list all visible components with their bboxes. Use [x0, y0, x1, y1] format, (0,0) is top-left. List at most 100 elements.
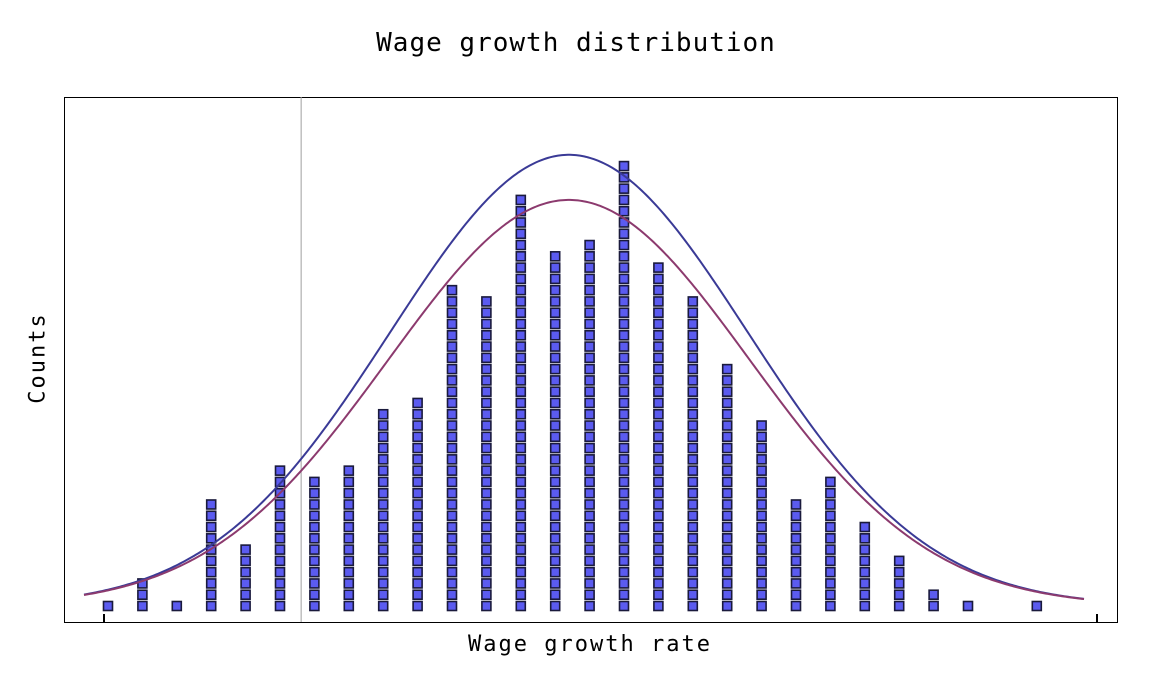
data-marker: [653, 408, 664, 420]
data-marker: [756, 465, 767, 476]
data-marker: [825, 544, 836, 555]
data-marker: [584, 555, 595, 567]
data-marker: [377, 499, 389, 510]
data-marker: [618, 510, 630, 522]
data-marker: [515, 408, 527, 420]
data-marker: [549, 420, 561, 431]
data-marker: [549, 318, 561, 330]
data-marker: [412, 487, 423, 499]
data-marker: [618, 284, 630, 296]
data-marker: [790, 533, 802, 544]
data-marker: [618, 228, 630, 240]
data-marker: [549, 329, 561, 341]
data-marker: [653, 341, 664, 352]
data-marker: [446, 397, 458, 409]
data-marker: [549, 262, 561, 273]
data-marker: [687, 296, 699, 307]
data-marker: [446, 375, 458, 386]
data-marker: [274, 589, 286, 601]
data-marker: [412, 465, 423, 476]
data-marker: [446, 408, 458, 420]
data-marker: [584, 442, 595, 454]
data-marker: [549, 397, 561, 409]
data-marker: [481, 329, 492, 341]
data-marker: [584, 296, 595, 307]
data-marker: [481, 352, 492, 364]
data-marker: [377, 544, 389, 555]
data-marker: [515, 217, 527, 228]
data-marker: [584, 386, 595, 397]
data-marker: [584, 521, 595, 533]
data-marker: [515, 600, 527, 612]
data-marker: [446, 521, 458, 533]
data-marker: [274, 578, 286, 589]
data-marker: [446, 465, 458, 476]
data-marker: [377, 408, 389, 420]
data-marker: [446, 420, 458, 431]
data-marker: [618, 172, 630, 183]
data-marker: [790, 544, 802, 555]
data-marker: [721, 386, 733, 397]
data-marker: [756, 566, 767, 578]
data-marker: [309, 589, 320, 601]
data-marker: [137, 589, 148, 601]
data-marker: [481, 544, 492, 555]
data-marker: [240, 578, 251, 589]
data-marker: [412, 454, 423, 465]
data-marker: [653, 431, 664, 443]
data-marker: [481, 307, 492, 319]
data-marker: [618, 499, 630, 510]
data-marker: [584, 499, 595, 510]
data-marker: [653, 499, 664, 510]
data-marker: [377, 510, 389, 522]
data-marker: [893, 600, 905, 612]
data-marker: [825, 578, 836, 589]
data-marker: [240, 555, 251, 567]
data-marker: [584, 262, 595, 273]
data-marker: [721, 442, 733, 454]
data-marker: [515, 251, 527, 262]
data-marker: [377, 465, 389, 476]
data-marker: [515, 307, 527, 319]
data-marker: [481, 318, 492, 330]
data-marker: [721, 397, 733, 409]
data-marker: [618, 296, 630, 307]
data-marker: [721, 578, 733, 589]
data-marker: [309, 487, 320, 499]
data-marker: [721, 589, 733, 601]
data-marker: [584, 352, 595, 364]
data-marker: [618, 408, 630, 420]
data-marker: [549, 341, 561, 352]
data-marker: [687, 318, 699, 330]
data-marker: [893, 555, 905, 567]
data-marker: [377, 600, 389, 612]
data-marker: [859, 533, 871, 544]
data-marker: [721, 487, 733, 499]
data-marker: [343, 521, 355, 533]
data-marker: [240, 600, 251, 612]
data-marker: [481, 431, 492, 443]
fit-curve-2: [83, 198, 1085, 601]
data-marker: [481, 341, 492, 352]
data-marker: [687, 521, 699, 533]
data-marker: [481, 499, 492, 510]
data-marker: [790, 589, 802, 601]
data-marker: [515, 341, 527, 352]
data-marker: [515, 352, 527, 364]
data-marker: [446, 600, 458, 612]
data-marker: [549, 476, 561, 488]
y-axis-label: Counts: [25, 312, 51, 404]
data-marker: [825, 510, 836, 522]
data-marker: [515, 533, 527, 544]
data-marker: [549, 284, 561, 296]
data-marker: [687, 386, 699, 397]
data-marker: [274, 555, 286, 567]
data-marker: [859, 589, 871, 601]
data-marker: [618, 352, 630, 364]
data-marker: [309, 510, 320, 522]
data-marker: [825, 600, 836, 612]
data-marker: [309, 600, 320, 612]
data-marker: [653, 589, 664, 601]
data-marker: [515, 589, 527, 601]
data-marker: [653, 307, 664, 319]
